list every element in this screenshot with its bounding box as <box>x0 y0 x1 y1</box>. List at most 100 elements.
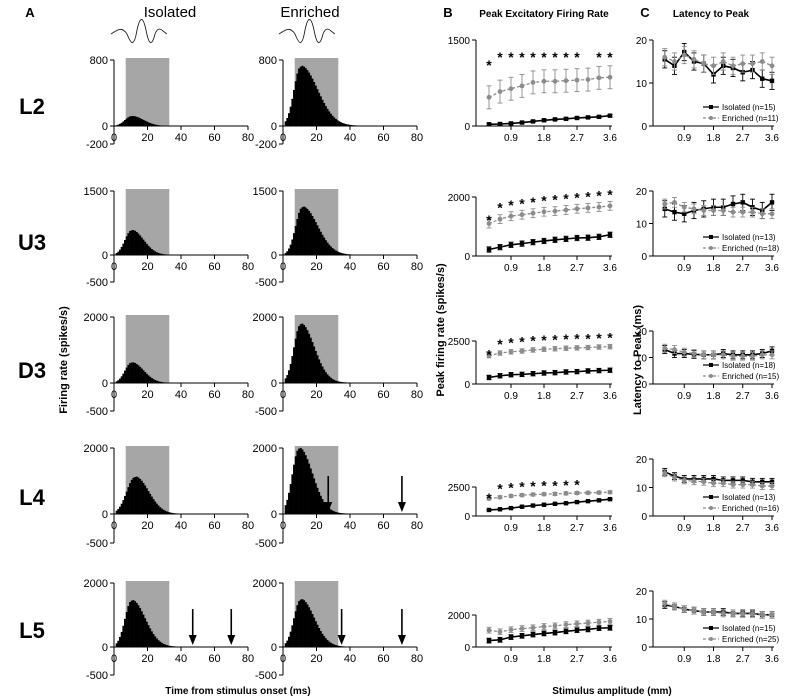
psth-bar <box>155 124 158 126</box>
psth-bar <box>157 252 160 255</box>
enriched-marker <box>701 609 707 615</box>
line-y-tick-label: 2500 <box>448 483 471 494</box>
significance-star: * <box>497 481 503 497</box>
enriched-marker <box>530 210 536 216</box>
isolated-marker <box>563 629 569 634</box>
psth-bar <box>303 324 306 383</box>
enriched-marker <box>662 601 668 606</box>
psth-bar <box>140 611 143 647</box>
enriched-marker <box>486 627 492 633</box>
legend-isolated-marker <box>709 626 713 630</box>
line-y-tick-label: 0 <box>641 122 647 133</box>
isolated-marker <box>530 239 536 245</box>
enriched-marker <box>681 52 687 58</box>
enriched-marker <box>740 353 746 359</box>
line-x-tick-label: 0.9 <box>504 523 518 534</box>
psth-bar <box>137 233 140 255</box>
legend-enriched-label: Enriched (n=15) <box>722 372 779 381</box>
line-y-tick-label: 10 <box>636 220 648 231</box>
psth-bar <box>160 508 163 514</box>
enriched-marker <box>596 344 602 350</box>
isolated-marker <box>530 119 536 124</box>
psth-bar <box>306 604 309 647</box>
psth-bar <box>130 362 133 383</box>
significance-star: * <box>541 192 547 208</box>
line-y-tick-label: 10 <box>636 79 648 90</box>
psth-bar <box>328 508 331 514</box>
psth-bar <box>308 333 311 383</box>
psth-bar <box>289 631 292 647</box>
psth-x-tick-label: 60 <box>208 132 220 144</box>
psth-bar <box>338 121 341 126</box>
row-label: L4 <box>19 485 45 510</box>
significance-star: * <box>497 49 503 65</box>
line-y-tick-label: 0 <box>464 122 470 133</box>
psth-bar <box>336 120 339 126</box>
psth-bar <box>137 477 140 514</box>
significance-star: * <box>574 49 580 65</box>
isolated-marker <box>486 638 492 643</box>
isolated-marker <box>519 504 525 509</box>
enriched-marker <box>552 346 558 352</box>
psth-bar <box>157 381 160 383</box>
legend-enriched-label: Enriched (n=18) <box>722 244 779 253</box>
legend-isolated-marker <box>709 105 713 109</box>
enriched-marker <box>740 61 746 67</box>
line-y-tick-label: 2000 <box>448 611 471 622</box>
legend-isolated-label: Isolated (n=15) <box>722 624 776 633</box>
psth-bar <box>284 378 287 383</box>
psth-bar <box>291 239 294 255</box>
legend-isolated-marker <box>709 495 713 499</box>
psth-bar <box>140 480 143 514</box>
psth-bar <box>155 252 158 255</box>
enriched-marker <box>552 78 558 84</box>
isolated-marker <box>486 507 492 513</box>
enriched-marker <box>552 491 558 497</box>
isolated-marker <box>497 244 503 250</box>
psth-bar <box>142 614 145 647</box>
psth-bar <box>288 370 290 383</box>
psth-bar <box>321 499 324 514</box>
line-y-tick-label: 20 <box>636 455 648 466</box>
psth-bar <box>150 123 153 126</box>
line-x-tick-label: 1.8 <box>537 133 551 144</box>
line-x-tick-label: 3.6 <box>603 391 617 402</box>
psth-bar <box>293 89 296 126</box>
psth-y-tick-label: 2000 <box>253 578 277 590</box>
psth-bar <box>149 122 152 126</box>
isolated-marker <box>585 498 591 504</box>
isolated-marker <box>519 241 525 246</box>
psth-bar <box>293 347 296 383</box>
psth-bar <box>324 240 327 255</box>
enriched-marker <box>508 213 514 219</box>
significance-star: * <box>585 188 591 204</box>
psth-bar <box>329 246 332 255</box>
psth-bar <box>299 599 302 647</box>
psth-bar <box>343 123 346 126</box>
psth-bar <box>329 509 332 514</box>
stimulus-waveform-enriched <box>278 19 336 43</box>
enriched-marker <box>740 209 746 215</box>
psth-bar <box>119 506 121 514</box>
enriched-marker <box>711 63 716 69</box>
psth-bar <box>324 106 327 126</box>
psth-bar <box>122 625 125 647</box>
line-x-tick-label: 3.6 <box>765 391 779 402</box>
psth-bar <box>316 89 319 126</box>
psth-bar <box>142 482 145 514</box>
significance-star: * <box>563 477 569 493</box>
isolated-marker <box>574 499 580 505</box>
psth-bar <box>294 338 297 383</box>
isolated-marker <box>730 201 736 207</box>
psth-bar <box>328 111 331 126</box>
significance-star: * <box>508 335 514 351</box>
psth-bar <box>309 468 312 514</box>
psth-x-tick-label: 60 <box>208 520 220 532</box>
psth-bar <box>167 512 170 514</box>
psth-bar <box>298 326 301 383</box>
psth-bar <box>117 640 120 647</box>
arrow-head <box>337 635 346 645</box>
psth-bar <box>115 510 118 514</box>
isolated-line <box>488 627 611 642</box>
psth-bar <box>120 631 123 647</box>
